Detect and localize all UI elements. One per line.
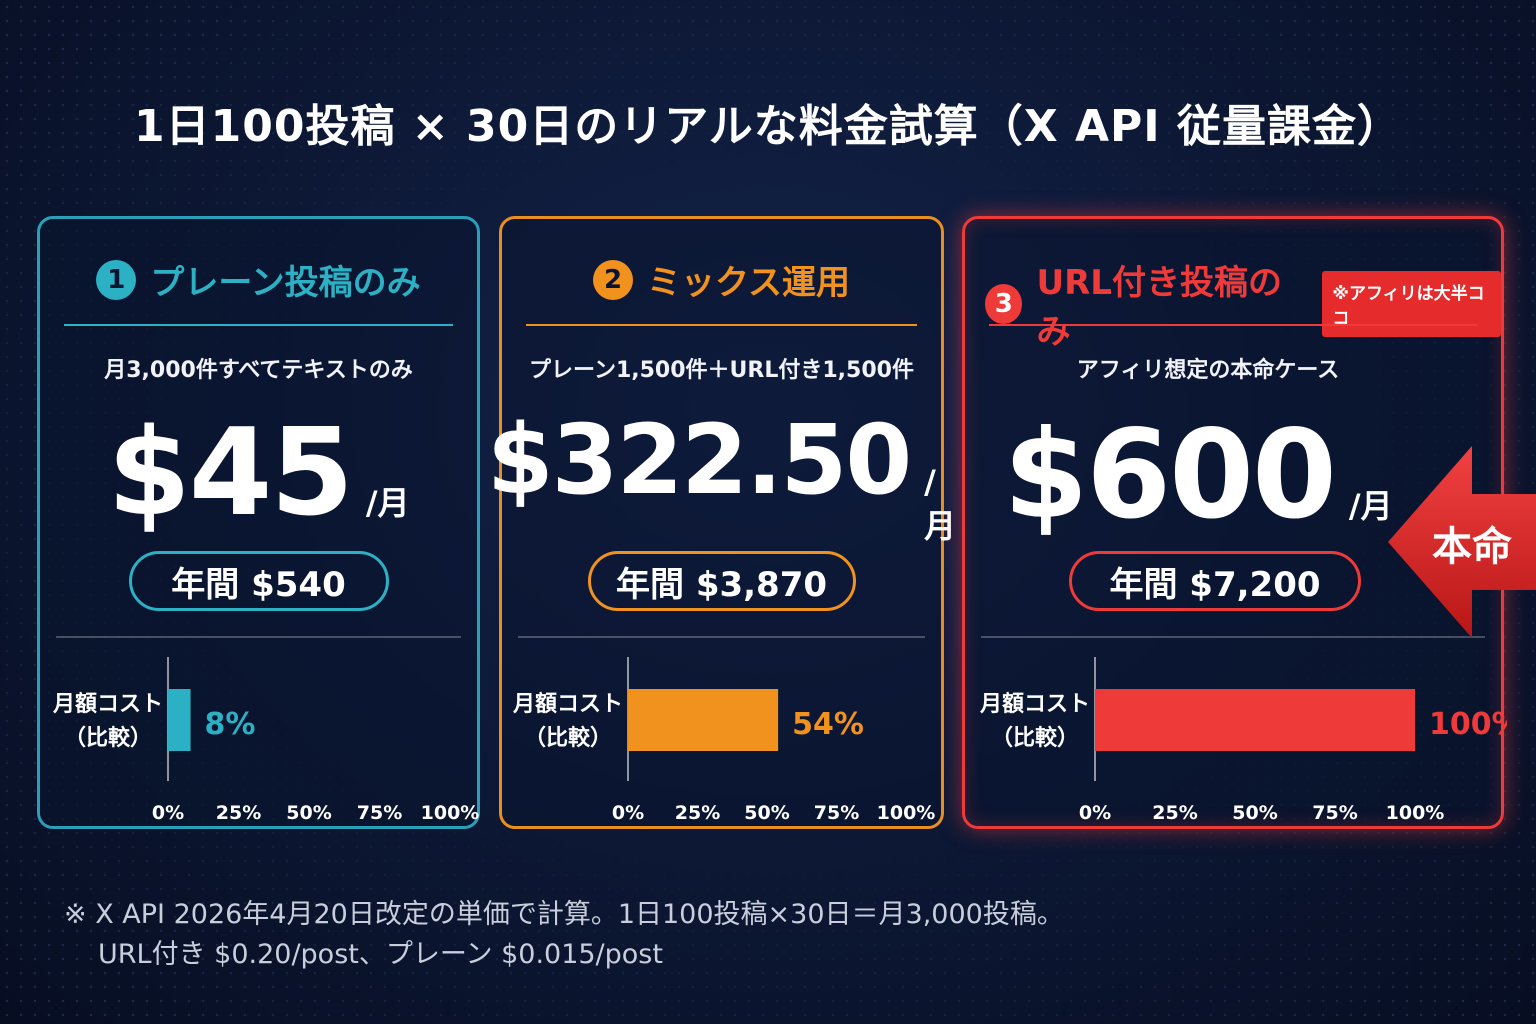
card-header: 3 URL付き投稿のみ ※アフィリは大半ココ xyxy=(965,255,1501,353)
price-value: $322.50 xyxy=(486,404,912,516)
card-header: 2 ミックス運用 xyxy=(502,255,941,304)
bar-value-label: 54% xyxy=(792,707,864,742)
ylabel-line-2: （比較） xyxy=(524,725,612,751)
annual-price-pill: 年間 $7,200 xyxy=(1069,551,1361,611)
card-heading: ミックス運用 xyxy=(647,263,850,303)
x-tick-label: 0% xyxy=(152,802,184,824)
price-unit: /月 xyxy=(924,463,957,545)
price-unit: /月 xyxy=(1348,487,1393,525)
footnote: ※ X API 2026年4月20日改定の単価で計算。1日100投稿×30日＝月… xyxy=(64,895,1064,975)
annual-price-pill: 年間 $540 xyxy=(128,551,389,611)
x-tick-label: 50% xyxy=(286,802,331,824)
number-badge: 1 xyxy=(96,259,137,300)
card-subtitle: アフィリ想定の本命ケース xyxy=(1076,358,1340,383)
cost-bar xyxy=(168,689,191,751)
x-tick-label: 50% xyxy=(744,802,789,824)
ylabel-line-1: 月額コスト xyxy=(979,691,1090,717)
x-tick-label: 25% xyxy=(1152,802,1197,824)
footnote-line-1: ※ X API 2026年4月20日改定の単価で計算。1日100投稿×30日＝月… xyxy=(64,899,1064,930)
plan-card-url: 3 URL付き投稿のみ ※アフィリは大半ココ アフィリ想定の本命ケース $600… xyxy=(962,216,1507,829)
cost-bar xyxy=(1095,689,1415,751)
annual-price-pill: 年間 $3,870 xyxy=(587,551,856,611)
bar-value-label: 8% xyxy=(205,707,256,742)
footnote-line-2: URL付き $0.20/post、プレーン $0.015/post xyxy=(98,939,663,970)
recommended-arrow-icon: 本命 xyxy=(1388,446,1536,638)
x-tick-label: 100% xyxy=(421,802,480,824)
x-tick-label: 100% xyxy=(877,802,936,824)
monthly-price: $600 /月 xyxy=(895,404,1501,546)
price-unit: /月 xyxy=(365,484,410,522)
ylabel-line-2: （比較） xyxy=(64,725,152,751)
x-tick-label: 25% xyxy=(216,802,261,824)
card-subtitle: 月3,000件すべてテキストのみ xyxy=(104,358,413,383)
x-tick-label: 50% xyxy=(1232,802,1277,824)
x-tick-label: 75% xyxy=(814,802,859,824)
ylabel-line-2: （比較） xyxy=(991,725,1079,751)
cost-bar-chart: 月額コスト （比較） 100% 0% 25% 50% 75% 100% xyxy=(979,657,1507,824)
number-badge: 3 xyxy=(985,284,1023,324)
monthly-price: $45 /月 xyxy=(40,404,477,543)
monthly-price: $322.50 /月 xyxy=(487,404,956,547)
price-value: $600 xyxy=(1003,404,1337,546)
cost-bar-chart: 月額コスト （比較） 54% 0% 25% 50% 75% 100% xyxy=(512,657,936,824)
plan-card-plain: 1 プレーン投稿のみ 月3,000件すべてテキストのみ $45 /月 年間 $5… xyxy=(37,216,480,829)
card-divider xyxy=(518,636,925,638)
ylabel-line-1: 月額コスト xyxy=(512,691,623,717)
arrow-label: 本命 xyxy=(1432,524,1512,570)
card-heading: プレーン投稿のみ xyxy=(150,263,421,303)
x-tick-label: 75% xyxy=(357,802,402,824)
card-subtitle: プレーン1,500件＋URL付き1,500件 xyxy=(529,358,914,383)
affiliate-tag: ※アフィリは大半ココ xyxy=(1322,271,1501,337)
card-divider xyxy=(56,636,461,638)
number-badge: 2 xyxy=(593,259,633,300)
bar-value-label: 100% xyxy=(1429,707,1507,742)
ylabel-line-1: 月額コスト xyxy=(52,691,163,717)
card-header: 1 プレーン投稿のみ xyxy=(40,255,477,304)
header-rule xyxy=(526,324,917,326)
x-tick-label: 25% xyxy=(675,802,720,824)
x-tick-label: 100% xyxy=(1386,802,1445,824)
header-rule xyxy=(989,324,1477,326)
x-tick-label: 0% xyxy=(1079,802,1111,824)
x-tick-label: 75% xyxy=(1312,802,1357,824)
card-heading: URL付き投稿のみ xyxy=(1036,263,1282,352)
header-rule xyxy=(64,324,453,326)
x-tick-label: 0% xyxy=(612,802,644,824)
cost-bar-chart: 月額コスト （比較） 8% 0% 25% 50% 75% 100% xyxy=(52,657,480,824)
cost-bar xyxy=(628,689,779,751)
plan-card-mix: 2 ミックス運用 プレーン1,500件＋URL付き1,500件 $322.50 … xyxy=(487,216,956,829)
card-divider xyxy=(981,636,1485,638)
price-value: $45 xyxy=(107,404,353,543)
page-title: 1日100投稿 × 30日のリアルな料金試算（X API 従量課金） xyxy=(134,101,1402,152)
